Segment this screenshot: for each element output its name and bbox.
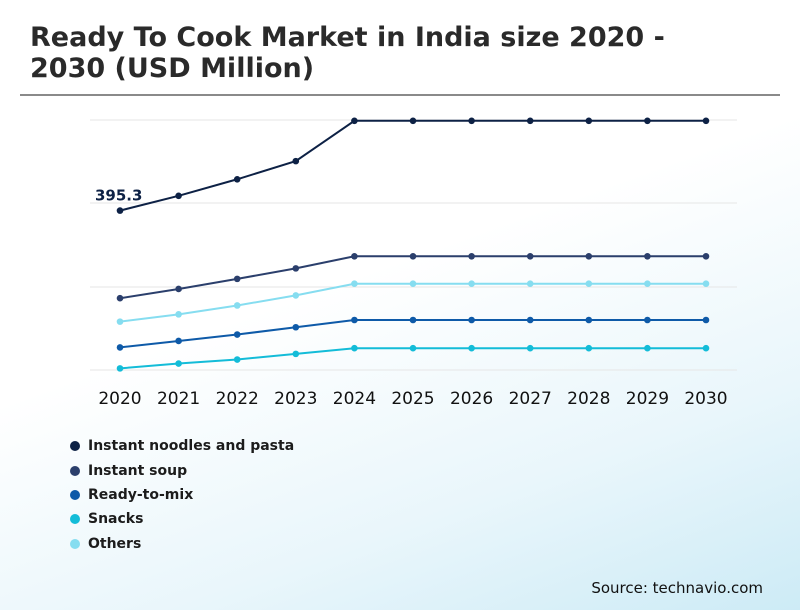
x-tick-label: 2022 [216, 389, 259, 409]
x-tick-label: 2028 [567, 389, 610, 409]
x-tick-label: 2030 [684, 389, 727, 409]
legend-item: Instant noodles and pasta [70, 434, 294, 458]
data-point-2-7 [526, 316, 534, 324]
legend-marker [70, 514, 80, 525]
data-point-4-5 [409, 280, 417, 288]
data-point-1-4 [351, 252, 358, 260]
x-tick-label: 2021 [157, 389, 200, 409]
x-tick-label: 2024 [333, 389, 376, 409]
x-tick-label: 2020 [98, 389, 141, 409]
data-point-0-1 [175, 192, 182, 200]
legend-label: Instant noodles and pasta [88, 438, 295, 455]
legend: Instant noodles and pasta Instant soup Rea… [70, 434, 294, 556]
x-tick-label: 2029 [626, 389, 669, 409]
x-axis-ticks: 2020 2021 2022 2023 2024 2025 2026 2027 2028 2029… [98, 389, 727, 409]
data-point-3-3 [292, 350, 300, 358]
legend-item: Snacks [70, 507, 294, 531]
source-note: Source: technavio.com [591, 579, 763, 597]
data-point-4-1 [175, 311, 182, 318]
series-line-4 [119, 282, 706, 323]
data-point-3-1 [175, 360, 182, 367]
data-point-3-5 [409, 344, 417, 352]
data-point-2-3 [292, 323, 300, 331]
data-point-4-6 [468, 280, 475, 288]
title-divider [20, 94, 780, 96]
series-line-2 [119, 319, 706, 349]
data-point-4-8 [585, 280, 593, 288]
x-tick-label: 2027 [509, 389, 552, 409]
data-point-3-2 [233, 356, 241, 363]
line-chart: 2020 2021 2022 2023 2024 2025 2026 2027 2028 2029… [90, 117, 737, 409]
x-tick-label: 2023 [274, 389, 317, 409]
data-point-0-7 [526, 117, 534, 125]
data-point-4-2 [233, 302, 241, 309]
series-line-1 [119, 255, 706, 300]
data-point-0-2 [233, 175, 241, 183]
data-point-4-0 [116, 318, 124, 325]
data-point-3-6 [468, 344, 475, 352]
x-tick-label: 2026 [450, 389, 493, 409]
data-point-4-4 [351, 280, 358, 288]
data-point-1-6 [468, 252, 475, 260]
data-point-1-7 [526, 252, 534, 260]
data-point-4-3 [292, 292, 300, 299]
data-point-3-10 [702, 344, 710, 352]
legend-item: Instant soup [70, 458, 294, 482]
data-label: 395.3 [95, 187, 142, 205]
data-point-0-0 [116, 207, 124, 214]
series-line-0 [119, 119, 706, 212]
data-point-3-7 [526, 344, 534, 352]
data-point-1-5 [409, 252, 417, 260]
legend-marker [70, 441, 80, 452]
data-point-2-4 [351, 316, 358, 324]
annotations: 395.3 [95, 187, 142, 205]
legend-label: Snacks [88, 511, 144, 528]
data-point-0-9 [644, 117, 651, 125]
data-point-1-10 [702, 252, 710, 260]
data-point-1-3 [292, 265, 300, 272]
data-point-2-9 [644, 316, 651, 324]
data-point-0-6 [468, 117, 475, 125]
data-point-0-5 [409, 117, 417, 125]
data-point-3-0 [116, 365, 124, 372]
data-point-4-7 [526, 280, 534, 288]
data-point-4-9 [644, 280, 651, 288]
data-point-2-8 [585, 316, 593, 324]
legend-label: Ready-to-mix [88, 486, 194, 503]
data-point-1-0 [116, 294, 124, 302]
data-point-2-1 [175, 337, 182, 345]
legend-label: Others [88, 535, 142, 552]
data-point-2-2 [233, 331, 241, 338]
data-point-1-8 [585, 252, 593, 260]
data-point-2-6 [468, 316, 475, 324]
x-tick-label: 2025 [391, 389, 434, 409]
data-point-3-9 [644, 344, 651, 352]
data-point-1-1 [175, 285, 182, 293]
chart-title: Ready To Cook Market in India size 2020 … [30, 22, 665, 84]
legend-label: Instant soup [88, 462, 188, 479]
data-point-2-0 [116, 344, 124, 351]
legend-marker [70, 465, 80, 476]
gridlines [90, 119, 737, 371]
data-point-3-4 [351, 344, 358, 352]
data-point-0-4 [351, 117, 358, 125]
data-point-0-3 [292, 157, 300, 165]
data-point-0-10 [702, 117, 710, 125]
legend-marker [70, 538, 80, 549]
data-point-1-9 [644, 252, 651, 260]
data-point-3-8 [585, 344, 593, 352]
legend-item: Ready-to-mix [70, 483, 294, 507]
legend-marker [70, 489, 80, 500]
legend-item: Others [70, 532, 294, 556]
data-point-0-8 [585, 117, 593, 125]
data-point-2-10 [702, 316, 710, 324]
series-points [116, 117, 710, 372]
series-lines [119, 119, 706, 370]
data-point-1-2 [233, 275, 241, 283]
data-point-4-10 [702, 280, 710, 288]
data-point-2-5 [409, 316, 417, 324]
